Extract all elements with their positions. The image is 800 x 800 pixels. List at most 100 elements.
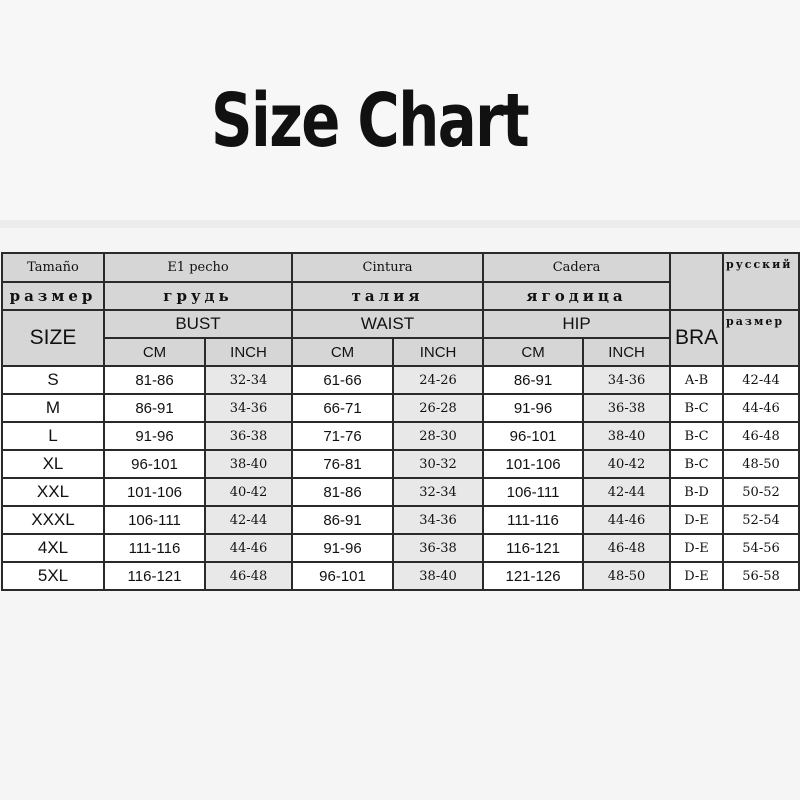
cell-bust-cm: 116-121 — [103, 561, 206, 591]
cell-waist-cm: 71-76 — [291, 421, 395, 451]
cell-bust-in: 34-36 — [203, 393, 294, 423]
cell-ru: 42-44 — [722, 365, 800, 395]
cell-ru: 46-48 — [722, 421, 800, 451]
header-waist-cm: CM — [291, 337, 395, 367]
table-row: 4XL 111-116 44-46 91-96 36-38 116-121 46-48 D-E… — [1, 533, 800, 563]
header-blank — [669, 252, 725, 311]
cell-bust-cm: 111-116 — [103, 533, 206, 563]
cell-waist-cm: 91-96 — [291, 533, 395, 563]
cell-size: XL — [1, 449, 105, 479]
header-russian-size: размер — [722, 309, 800, 367]
cell-size: XXXL — [1, 505, 105, 535]
cell-size: XXL — [1, 477, 105, 507]
cell-waist-in: 30-32 — [392, 449, 485, 479]
header-waist-ru: талия — [291, 281, 485, 311]
cell-hip-cm: 101-106 — [482, 449, 585, 479]
cell-bust-cm: 96-101 — [103, 449, 206, 479]
cell-hip-cm: 86-91 — [482, 365, 585, 395]
cell-bust-in: 38-40 — [203, 449, 294, 479]
cell-size: 5XL — [1, 561, 105, 591]
cell-bra: D-E — [669, 561, 725, 591]
cell-waist-in: 24-26 — [392, 365, 485, 395]
table-row: L 91-96 36-38 71-76 28-30 96-101 38-40 B-C 46-48 — [1, 421, 800, 451]
cell-bust-cm: 106-111 — [103, 505, 206, 535]
cell-hip-cm: 91-96 — [482, 393, 585, 423]
cell-hip-in: 36-38 — [582, 393, 672, 423]
cell-size: S — [1, 365, 105, 395]
cell-bust-in: 44-46 — [203, 533, 294, 563]
cell-bust-in: 32-34 — [203, 365, 294, 395]
cell-hip-cm: 96-101 — [482, 421, 585, 451]
header-waist-en: WAIST — [291, 309, 485, 339]
cell-hip-in: 44-46 — [582, 505, 672, 535]
cell-bra: B-D — [669, 477, 725, 507]
table-row: 5XL 116-121 46-48 96-101 38-40 121-126 48-50 D-… — [1, 561, 800, 591]
cell-waist-cm: 86-91 — [291, 505, 395, 535]
table-row: XXXL 106-111 42-44 86-91 34-36 111-116 44-46 D-… — [1, 505, 800, 535]
cell-hip-in: 34-36 — [582, 365, 672, 395]
cell-hip-cm: 116-121 — [482, 533, 585, 563]
table-row: XL 96-101 38-40 76-81 30-32 101-106 40-42 B-C 48… — [1, 449, 800, 479]
header-bust-en: BUST — [102, 309, 294, 339]
cell-hip-in: 46-48 — [582, 533, 672, 563]
header-hip-ru: ягодица — [482, 281, 672, 311]
cell-hip-cm: 111-116 — [482, 505, 585, 535]
cell-ru: 54-56 — [722, 533, 800, 563]
header-size-ru: размер — [1, 281, 105, 311]
cell-hip-in: 40-42 — [582, 449, 672, 479]
header-russian-label: русский — [722, 252, 800, 311]
page-title: Size Chart — [211, 78, 530, 164]
cell-bust-cm: 91-96 — [103, 421, 206, 451]
header-bust-es: E1 pecho — [102, 252, 294, 283]
cell-hip-cm: 106-111 — [482, 477, 585, 507]
cell-waist-in: 34-36 — [392, 505, 485, 535]
divider — [0, 220, 800, 228]
header-bust-inch: INCH — [203, 337, 294, 367]
header-bust-cm: CM — [103, 337, 206, 367]
cell-ru: 56-58 — [722, 561, 800, 591]
table-row: M 86-91 34-36 66-71 26-28 91-96 36-38 B-C 44-46 — [1, 393, 800, 423]
cell-bra: A-B — [669, 365, 725, 395]
cell-hip-in: 48-50 — [582, 561, 672, 591]
table-row: S 81-86 32-34 61-66 24-26 86-91 34-36 A-B 42-44 — [1, 365, 800, 395]
header-bust-ru: грудь — [102, 281, 294, 311]
cell-hip-cm: 121-126 — [482, 561, 585, 591]
cell-waist-in: 36-38 — [392, 533, 485, 563]
cell-ru: 44-46 — [722, 393, 800, 423]
cell-bra: B-C — [669, 421, 725, 451]
cell-bust-in: 40-42 — [203, 477, 294, 507]
cell-size: L — [1, 421, 105, 451]
cell-bra: D-E — [669, 505, 725, 535]
cell-bra: D-E — [669, 533, 725, 563]
cell-bust-in: 42-44 — [203, 505, 294, 535]
cell-bra: B-C — [669, 449, 725, 479]
cell-hip-in: 42-44 — [582, 477, 672, 507]
cell-ru: 52-54 — [722, 505, 800, 535]
cell-waist-in: 38-40 — [392, 561, 485, 591]
cell-waist-cm: 76-81 — [291, 449, 395, 479]
header-waist-inch: INCH — [392, 337, 485, 367]
header-hip-en: HIP — [482, 309, 672, 339]
cell-size: 4XL — [1, 533, 105, 563]
cell-waist-cm: 96-101 — [291, 561, 395, 591]
cell-bust-cm: 81-86 — [103, 365, 206, 395]
header-waist-es: Cintura — [291, 252, 485, 283]
header-hip-es: Cadera — [482, 252, 672, 283]
cell-waist-in: 28-30 — [392, 421, 485, 451]
cell-waist-cm: 81-86 — [291, 477, 395, 507]
cell-ru: 50-52 — [722, 477, 800, 507]
cell-waist-cm: 66-71 — [291, 393, 395, 423]
header-size-es: Tamaño — [1, 252, 105, 283]
header-bra: BRA — [669, 309, 725, 367]
header-hip-cm: CM — [482, 337, 585, 367]
cell-size: M — [1, 393, 105, 423]
cell-bust-cm: 86-91 — [103, 393, 206, 423]
cell-ru: 48-50 — [722, 449, 800, 479]
table-row: XXL 101-106 40-42 81-86 32-34 106-111 42-44 B-D… — [1, 477, 800, 507]
header-size-en: SIZE — [1, 309, 105, 367]
cell-waist-cm: 61-66 — [291, 365, 395, 395]
cell-hip-in: 38-40 — [582, 421, 672, 451]
cell-bust-cm: 101-106 — [103, 477, 206, 507]
header-hip-inch: INCH — [582, 337, 672, 367]
cell-bust-in: 36-38 — [203, 421, 294, 451]
